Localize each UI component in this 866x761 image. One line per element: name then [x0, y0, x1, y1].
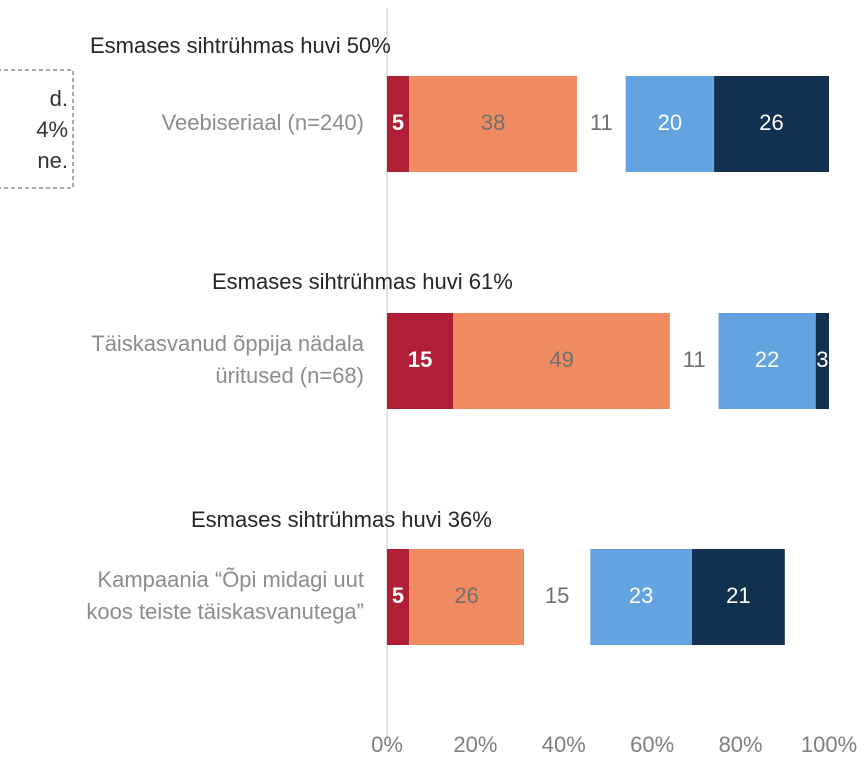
- value-label: 11: [683, 347, 706, 372]
- bar-segment: [387, 76, 410, 172]
- value-label: 20: [658, 110, 682, 135]
- bar-segment: [815, 313, 829, 409]
- value-label: 5: [392, 583, 404, 608]
- category-label: Veebiseriaal (n=240): [162, 110, 364, 135]
- bar-segment: [625, 76, 715, 172]
- value-label: 15: [545, 583, 569, 608]
- value-label: 26: [454, 583, 478, 608]
- value-label: 49: [549, 347, 573, 372]
- bar-segment: [387, 313, 454, 409]
- annotation-text: ne.: [37, 148, 68, 173]
- value-label: 38: [481, 110, 505, 135]
- x-tick-label: 60%: [630, 732, 674, 757]
- category-label: Täiskasvanud õppija nädala: [91, 331, 365, 356]
- value-label: 23: [629, 583, 653, 608]
- annotation-box: [0, 69, 74, 189]
- bar-segment: [409, 76, 578, 172]
- value-label: 11: [590, 110, 613, 135]
- bar-segment: [691, 549, 785, 645]
- category-label: Kampaania “Õpi midagi uut: [97, 567, 364, 592]
- group-title: Esmases sihtrühmas huvi 50%: [90, 33, 391, 58]
- category-label: üritused (n=68): [215, 363, 364, 388]
- annotation-text: d.: [50, 86, 68, 111]
- value-label: 21: [726, 583, 750, 608]
- bar-segment: [453, 313, 670, 409]
- bar-segment: [409, 549, 525, 645]
- group-title: Esmases sihtrühmas huvi 36%: [191, 507, 492, 532]
- value-label: 26: [759, 110, 783, 135]
- value-label: 5: [392, 110, 404, 135]
- bar-segment: [590, 549, 692, 645]
- x-tick-label: 80%: [719, 732, 763, 757]
- bar-segment: [387, 549, 410, 645]
- value-label: 15: [408, 347, 432, 372]
- group-title: Esmases sihtrühmas huvi 61%: [212, 269, 513, 294]
- value-label: 3: [816, 347, 828, 372]
- x-tick-label: 40%: [542, 732, 586, 757]
- value-label: 22: [755, 347, 779, 372]
- bar-segment: [718, 313, 816, 409]
- category-label: koos teiste täiskasvanutega”: [86, 599, 364, 624]
- annotation-text: 4%: [36, 117, 68, 142]
- x-tick-label: 0%: [371, 732, 403, 757]
- bar-segment: [714, 76, 829, 172]
- x-tick-label: 100%: [801, 732, 857, 757]
- x-tick-label: 20%: [453, 732, 497, 757]
